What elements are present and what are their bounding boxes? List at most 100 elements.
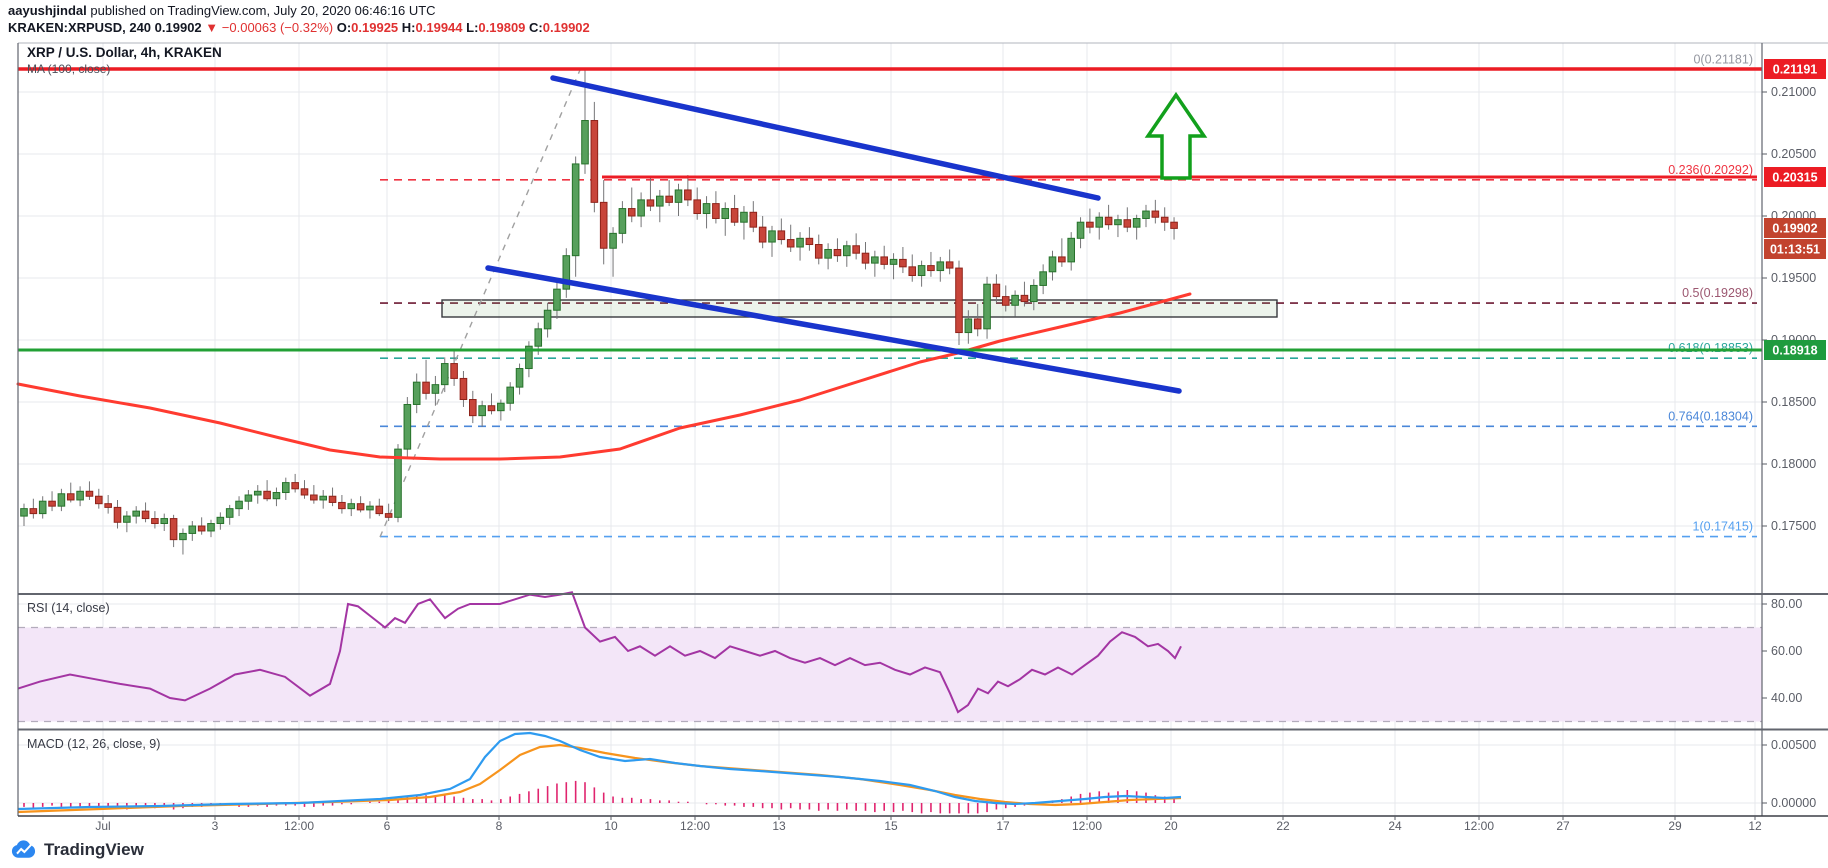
low-label: L: — [466, 20, 479, 35]
candle-up — [871, 256, 879, 264]
price-badge — [1764, 167, 1826, 187]
price-badge — [1764, 59, 1826, 79]
candle-down — [487, 405, 496, 412]
candle-down — [459, 377, 468, 401]
candle-down — [861, 252, 870, 264]
chart-title: XRP / U.S. Dollar, 4h, KRAKEN — [27, 45, 222, 60]
time-tick-label: 24 — [1388, 819, 1402, 833]
candle-up — [674, 189, 683, 203]
candle-down — [469, 399, 477, 417]
high-label: H: — [401, 20, 416, 35]
candle-down — [29, 508, 38, 515]
candle-up — [216, 516, 225, 525]
macd-signal-line — [17, 743, 1182, 814]
candle-up — [618, 208, 627, 234]
trendline — [550, 75, 1101, 201]
ma-100-line — [16, 292, 1192, 461]
candle-down — [1058, 256, 1066, 263]
candle-up — [188, 525, 197, 534]
symbol-info-bar: KRAKEN:XRPUSD, 240 0.19902 ▼ −0.00063 (−… — [8, 20, 590, 35]
candle-down — [758, 226, 767, 243]
tradingview-logo[interactable]: TradingView — [10, 836, 144, 863]
candle-down — [95, 495, 103, 505]
support-zone-box — [441, 299, 1278, 318]
candle-up — [768, 230, 776, 243]
candle-up — [179, 532, 187, 541]
time-tick-label: 12:00 — [1072, 819, 1102, 833]
price-tick-label: 0.17500 — [1771, 519, 1816, 533]
candle-up — [983, 283, 991, 330]
candle-down — [599, 201, 608, 249]
time-tick-label: 15 — [884, 819, 898, 833]
candle-up — [412, 381, 421, 405]
trendline — [485, 265, 1182, 394]
candle-up — [235, 500, 243, 510]
candle-up — [319, 495, 327, 501]
time-tick-label: 12 — [1748, 819, 1762, 833]
ma-indicator-label[interactable]: MA (100, close) — [27, 62, 111, 76]
publish-text: published on TradingView.com, July 20, 2… — [86, 3, 436, 18]
candle-down — [356, 503, 365, 511]
candle-up — [740, 211, 748, 223]
candle-down — [627, 208, 636, 217]
candle-up — [1142, 210, 1150, 219]
candle-up — [497, 402, 505, 412]
fib-level-label: 1(0.17415) — [1693, 520, 1753, 534]
candle-up — [160, 518, 169, 525]
candle-up — [225, 508, 234, 518]
candle-down — [693, 199, 702, 215]
candle-down — [141, 510, 150, 520]
rsi-tick-label: 40.00 — [1771, 691, 1802, 705]
candle-down — [590, 120, 599, 203]
candle-down — [1160, 216, 1169, 223]
publish-info: aayushjindal published on TradingView.co… — [8, 3, 436, 18]
candle-down — [338, 501, 346, 510]
price-badge — [1764, 218, 1826, 238]
time-tick-label: 27 — [1556, 819, 1570, 833]
candle-up — [964, 318, 973, 334]
candle-up — [244, 494, 253, 502]
candle-up — [889, 258, 898, 265]
time-tick-label: 12:00 — [1464, 819, 1494, 833]
candle-up — [1132, 217, 1141, 228]
candle-up — [515, 368, 524, 388]
candle-down — [310, 494, 318, 501]
time-tick-label: Jul — [95, 819, 110, 833]
candle-down — [1104, 216, 1113, 226]
candle-up — [1095, 216, 1104, 228]
candle-up — [553, 288, 561, 311]
rsi-line — [17, 591, 1182, 714]
open-label: O: — [336, 20, 352, 35]
candle-up — [656, 195, 664, 207]
candle-up — [366, 505, 374, 511]
symbol-name: KRAKEN:XRPUSD, 240 — [8, 20, 152, 35]
candle-down — [927, 265, 935, 272]
candle-up — [571, 163, 580, 257]
candle-up — [132, 510, 140, 517]
rsi-indicator-label[interactable]: RSI (14, close) — [27, 601, 110, 615]
time-tick-label: 12:00 — [284, 819, 314, 833]
fib-level-label: 0(0.21181) — [1693, 53, 1753, 67]
candle-down — [749, 211, 758, 228]
candle-down — [113, 506, 122, 523]
candle-down — [48, 500, 56, 507]
tradingview-logo-text: TradingView — [44, 839, 144, 859]
candle-up — [843, 245, 851, 257]
tradingview-logo-icon — [11, 840, 36, 858]
candle-down — [833, 248, 842, 257]
candle-up — [38, 500, 47, 515]
candle-up — [403, 403, 412, 450]
candle-up — [394, 448, 402, 518]
candle-down — [992, 283, 1001, 298]
high-value: 0.19944 — [415, 20, 463, 35]
time-tick-label: 6 — [384, 819, 391, 833]
time-tick-label: 8 — [496, 819, 503, 833]
candle-down — [375, 505, 384, 515]
macd-tick-label: 0.00000 — [1771, 796, 1816, 810]
author-name: aayushjindal — [8, 3, 87, 18]
open-value: 0.19925 — [351, 20, 399, 35]
candle-up — [562, 255, 571, 290]
candle-up — [506, 386, 514, 404]
macd-indicator-label[interactable]: MACD (12, 26, close, 9) — [27, 737, 161, 751]
